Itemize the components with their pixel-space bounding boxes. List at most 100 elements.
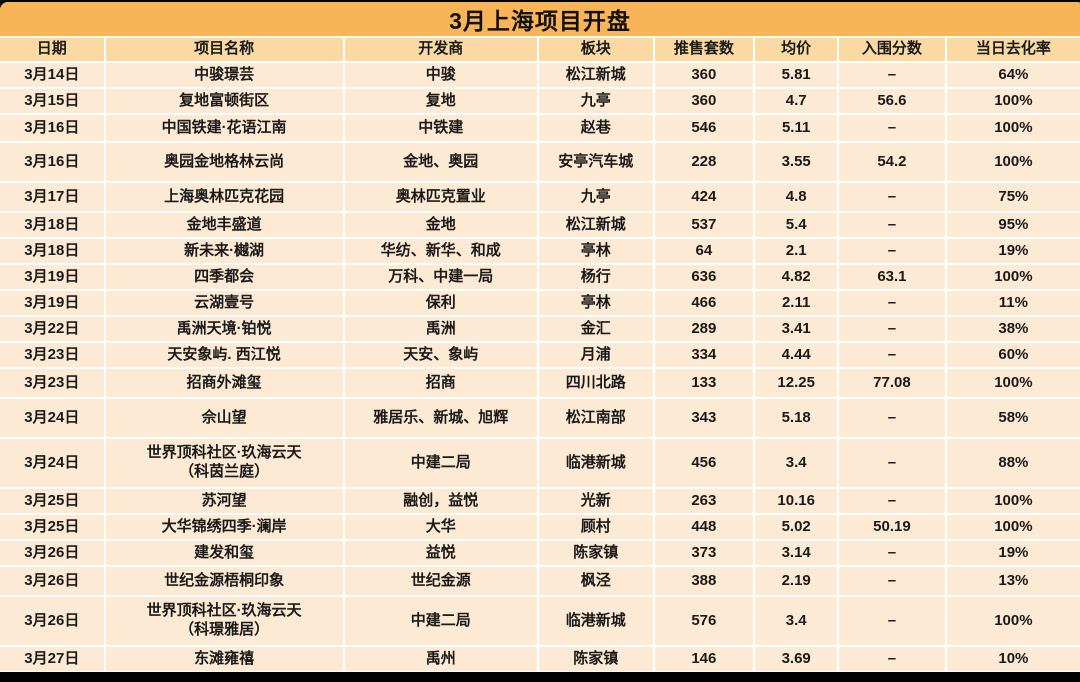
cell-date: 3月26日: [0, 541, 104, 565]
cell-developer: 天安、象屿: [344, 343, 537, 367]
cell-developer: 招商: [344, 369, 537, 397]
cell-date: 3月14日: [0, 63, 104, 87]
cell-score: –: [839, 63, 945, 87]
cell-score: –: [839, 567, 945, 595]
cell-rate: 11%: [946, 291, 1080, 315]
cell-price: 5.4: [755, 213, 838, 237]
cell-price: 3.4: [755, 597, 838, 645]
cell-units: 133: [654, 369, 754, 397]
cell-area: 松江新城: [539, 63, 653, 87]
cell-rate: 100%: [946, 597, 1080, 645]
cell-rate: 100%: [946, 115, 1080, 141]
cell-rate: 100%: [946, 515, 1080, 539]
cell-rate: 100%: [946, 143, 1080, 181]
cell-name: 佘山望: [105, 399, 343, 437]
cell-rate: 38%: [946, 317, 1080, 341]
cell-units: 289: [654, 317, 754, 341]
cell-developer: 世纪金源: [344, 567, 537, 595]
cell-name: 奥园金地格林云尚: [105, 143, 343, 181]
cell-name: 禹洲天境·铂悦: [105, 317, 343, 341]
cell-name: 建发和玺: [105, 541, 343, 565]
cell-name: 中国铁建·花语江南: [105, 115, 343, 141]
cell-price: 4.7: [755, 89, 838, 113]
cell-rate: 64%: [946, 63, 1080, 87]
cell-developer: 雅居乐、新城、旭辉: [344, 399, 537, 437]
cell-units: 146: [654, 647, 754, 671]
cell-area: 顾村: [539, 515, 653, 539]
cell-developer: 中建二局: [344, 597, 537, 645]
cell-name: 四季都会: [105, 265, 343, 289]
cell-score: –: [839, 213, 945, 237]
cell-name: 世界顶科社区·玖海云天 （科璟雅居）: [105, 597, 343, 645]
cell-score: –: [839, 183, 945, 211]
cell-area: 杨行: [539, 265, 653, 289]
column-header-rate: 当日去化率: [946, 38, 1080, 61]
cell-name: 复地富顿街区: [105, 89, 343, 113]
cell-units: 466: [654, 291, 754, 315]
cell-date: 3月23日: [0, 343, 104, 367]
cell-price: 4.44: [755, 343, 838, 367]
cell-price: 5.11: [755, 115, 838, 141]
column-header-units: 推售套数: [654, 38, 754, 61]
cell-name: 苏河望: [105, 489, 343, 513]
cell-developer: 华纺、新华、和成: [344, 239, 537, 263]
cell-name: 新未来·樾湖: [105, 239, 343, 263]
cell-name: 世界顶科社区·玖海云天 （科茵兰庭）: [105, 439, 343, 487]
cell-score: –: [839, 115, 945, 141]
cell-rate: 100%: [946, 89, 1080, 113]
cell-name: 世纪金源梧桐印象: [105, 567, 343, 595]
cell-area: 陈家镇: [539, 647, 653, 671]
cell-units: 456: [654, 439, 754, 487]
cell-units: 576: [654, 597, 754, 645]
cell-name: 云湖壹号: [105, 291, 343, 315]
cell-area: 亭林: [539, 291, 653, 315]
cell-developer: 复地: [344, 89, 537, 113]
cell-score: –: [839, 647, 945, 671]
cell-date: 3月22日: [0, 317, 104, 341]
cell-score: 54.2: [839, 143, 945, 181]
cell-developer: 金地: [344, 213, 537, 237]
column-header-name: 项目名称: [105, 38, 343, 61]
cell-date: 3月16日: [0, 143, 104, 181]
cell-price: 3.4: [755, 439, 838, 487]
cell-score: –: [839, 239, 945, 263]
cell-units: 448: [654, 515, 754, 539]
column-header-developer: 开发商: [344, 38, 537, 61]
cell-date: 3月23日: [0, 369, 104, 397]
cell-area: 松江南部: [539, 399, 653, 437]
cell-price: 5.02: [755, 515, 838, 539]
cell-units: 636: [654, 265, 754, 289]
cell-name: 上海奥林匹克花园: [105, 183, 343, 211]
cell-area: 光新: [539, 489, 653, 513]
cell-developer: 保利: [344, 291, 537, 315]
cell-developer: 大华: [344, 515, 537, 539]
data-table: 日期 项目名称 开发商 板块 推售套数 均价 入围分数 当日去化率 3月14日 中骏璟芸 中骏 松江新…: [0, 36, 1080, 671]
cell-date: 3月24日: [0, 439, 104, 487]
cell-date: 3月19日: [0, 291, 104, 315]
cell-area: 松江新城: [539, 213, 653, 237]
cell-price: 5.81: [755, 63, 838, 87]
cell-score: –: [839, 291, 945, 315]
cell-area: 陈家镇: [539, 541, 653, 565]
cell-date: 3月17日: [0, 183, 104, 211]
cell-date: 3月27日: [0, 647, 104, 671]
cell-date: 3月18日: [0, 213, 104, 237]
cell-date: 3月19日: [0, 265, 104, 289]
cell-rate: 100%: [946, 369, 1080, 397]
cell-units: 228: [654, 143, 754, 181]
cell-units: 373: [654, 541, 754, 565]
cell-date: 3月25日: [0, 515, 104, 539]
cell-area: 赵巷: [539, 115, 653, 141]
cell-area: 临港新城: [539, 597, 653, 645]
cell-developer: 融创，益悦: [344, 489, 537, 513]
cell-units: 343: [654, 399, 754, 437]
cell-developer: 中建二局: [344, 439, 537, 487]
cell-developer: 禹洲: [344, 317, 537, 341]
cell-score: –: [839, 343, 945, 367]
column-header-price: 均价: [755, 38, 838, 61]
cell-area: 金汇: [539, 317, 653, 341]
cell-area: 亭林: [539, 239, 653, 263]
cell-name: 中骏璟芸: [105, 63, 343, 87]
cell-area: 枫泾: [539, 567, 653, 595]
